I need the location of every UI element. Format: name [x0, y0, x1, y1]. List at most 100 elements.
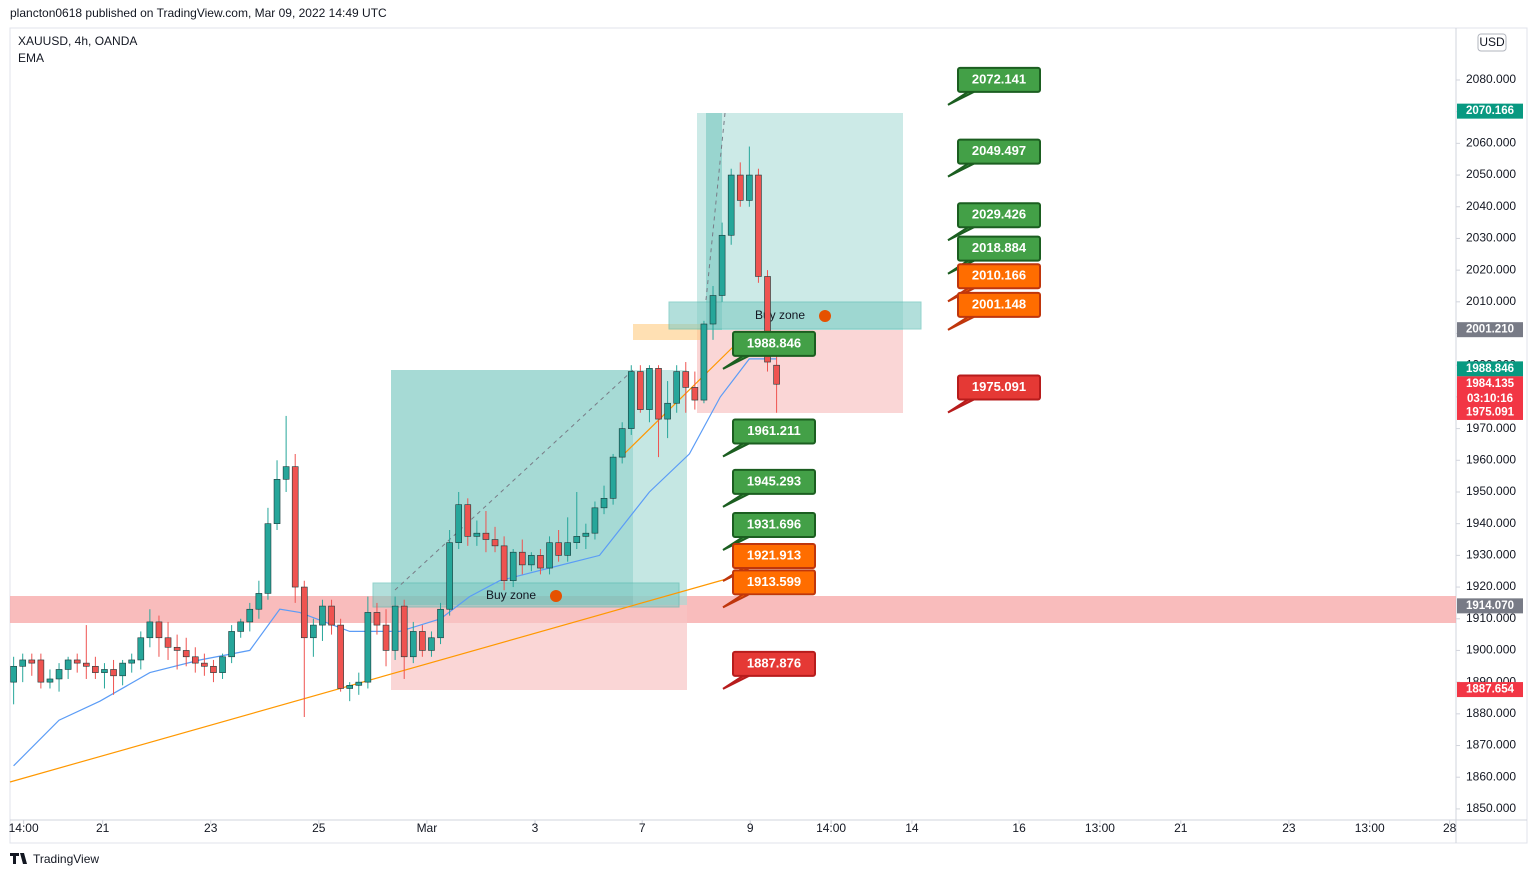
buy-zone-box: [372, 582, 680, 608]
candle-body: [55, 669, 63, 680]
callout-label: 1961.211: [747, 423, 801, 438]
y-tick-label: 2040.000: [1466, 199, 1516, 213]
candle-body: [237, 621, 245, 632]
price-tag-label: 1975.091: [1466, 406, 1515, 418]
candle-body: [682, 371, 690, 388]
callout-box: [732, 330, 816, 357]
candle-body: [182, 650, 190, 658]
callout-box: [732, 650, 816, 677]
x-tick-label: 28: [1443, 821, 1457, 835]
callout-label: 1988.846: [747, 335, 801, 350]
candle-body: [691, 387, 699, 401]
candle-body: [291, 466, 299, 588]
price-tag: [1457, 682, 1523, 698]
y-tick-label: 1870.000: [1466, 738, 1516, 752]
x-tick-label: 7: [639, 821, 646, 835]
callout-label: 2049.497: [972, 143, 1026, 158]
candle-body: [718, 234, 726, 296]
x-tick-label: 21: [1174, 821, 1188, 835]
callout-label: 1945.293: [747, 473, 801, 488]
candle-body: [528, 555, 535, 566]
callout-box: [957, 374, 1041, 401]
candle-body: [46, 678, 54, 683]
price-callout: 2001.148: [947, 291, 1041, 331]
y-tick-label: 1910.000: [1466, 611, 1516, 625]
y-tick-label: 1850.000: [1466, 801, 1516, 815]
candle-body: [537, 555, 544, 569]
y-tick-label: 1880.000: [1466, 706, 1516, 720]
candle-body: [391, 605, 399, 651]
logo: [10, 853, 27, 864]
candle-body: [73, 659, 81, 664]
candle-body: [300, 586, 308, 639]
candle-body: [310, 624, 317, 639]
candle-body: [110, 669, 117, 677]
candle-body: [328, 605, 335, 626]
callout-box: [957, 66, 1041, 93]
price-callout: 2018.884: [947, 235, 1041, 275]
candle-body: [19, 659, 27, 667]
candle-body: [464, 504, 472, 537]
candle-body: [346, 685, 354, 689]
candle-body: [482, 532, 490, 540]
price-tag: [1457, 376, 1523, 411]
callout-box: [957, 291, 1041, 318]
y-tick-label: 2010.000: [1466, 294, 1516, 308]
price-callout: 2072.141: [947, 66, 1041, 106]
candle-body: [618, 428, 626, 458]
candle-body: [664, 402, 671, 420]
x-tick-label: 16: [1012, 821, 1026, 835]
candle-body: [210, 665, 217, 673]
target-box-shade: [706, 113, 722, 330]
candle-body: [128, 659, 136, 664]
price-callout: 1913.599: [722, 569, 816, 609]
indicator: EMA: [18, 51, 44, 65]
candle-body: [246, 608, 254, 623]
candle-body: [509, 551, 517, 582]
y-tick-label: 2020.000: [1466, 262, 1516, 276]
candle-body: [727, 174, 735, 236]
currency-box: [1477, 33, 1507, 52]
callout-box: [957, 263, 1041, 290]
candle-body: [409, 631, 417, 658]
stop-box: [391, 605, 687, 690]
candle-body: [255, 593, 263, 610]
price-callout: 1887.876: [722, 650, 816, 690]
candle-body: [273, 479, 281, 524]
zone-label: Buy zone: [755, 308, 805, 322]
candle-body: [264, 523, 272, 594]
candle-body: [373, 612, 381, 626]
price-tag: [1457, 361, 1523, 377]
candle-body: [491, 539, 499, 547]
currency: USD: [1479, 35, 1505, 49]
y-tick-label: 1930.000: [1466, 548, 1516, 562]
price-tag-label: 2001.210: [1466, 324, 1514, 336]
price-callout: 1975.091: [947, 374, 1041, 414]
x-tick-label: 25: [312, 821, 326, 835]
zone-label: Buy zone: [486, 588, 536, 602]
candle-body: [473, 532, 481, 537]
callout-label: 1887.876: [747, 655, 801, 670]
y-tick-label: 1920.000: [1466, 579, 1516, 593]
candle-body: [64, 659, 72, 670]
candle-body: [455, 504, 462, 543]
candle-body: [400, 605, 408, 658]
callout-box: [957, 138, 1041, 165]
candle-body: [446, 542, 453, 610]
callout-box: [957, 202, 1041, 229]
price-tag-label: 1984.135: [1466, 378, 1515, 390]
y-tick-label: 2060.000: [1466, 136, 1516, 150]
candle-body: [591, 507, 599, 534]
y-tick-label: 2080.000: [1466, 72, 1516, 86]
callout-box: [732, 542, 816, 569]
candle-body: [28, 659, 36, 664]
zone-icon: [550, 590, 562, 602]
price-tag-label: 1988.846: [1466, 363, 1514, 375]
callout-box: [732, 511, 816, 538]
candle-body: [146, 621, 154, 639]
candle-body: [282, 466, 290, 480]
price-tag-label: 1914.070: [1466, 600, 1514, 612]
x-tick-label: 14:00: [816, 821, 846, 835]
x-tick-label: 21: [96, 821, 110, 835]
callout-label: 1931.696: [747, 516, 801, 531]
